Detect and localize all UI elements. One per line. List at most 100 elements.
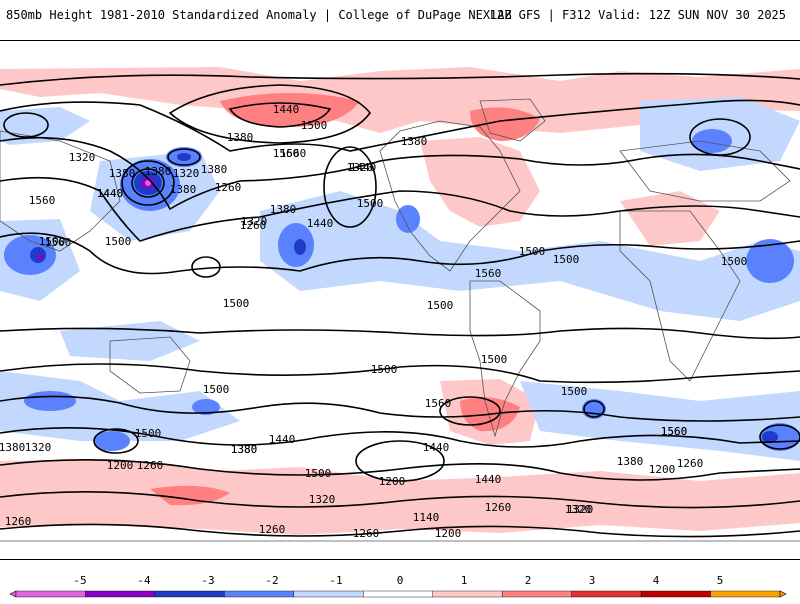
anomaly-region (762, 431, 778, 443)
colorbar-segment (85, 590, 156, 598)
colorbar-end-right (779, 590, 787, 598)
map-title: 850mb Height 1981-2010 Standardized Anom… (6, 8, 512, 22)
colorbar-tick-label: 1 (461, 574, 468, 587)
anomaly-region (0, 107, 90, 145)
contour-label: 1500 (481, 353, 508, 366)
contour-line (93, 428, 139, 454)
colorbar-ticks: -5 -4 -3 -2 -1 0 1 2 3 4 5 (73, 574, 723, 587)
colorbar-segment (710, 590, 781, 598)
contour-label: 1260 (137, 459, 164, 472)
contour-line (0, 99, 800, 152)
contour-label: 1440 (475, 473, 502, 486)
contour-label: 1440 (273, 103, 300, 116)
contour-label: 1260 (353, 527, 380, 540)
contour-label: 1380 (201, 163, 228, 176)
contour-label: 1560 (280, 147, 307, 160)
contour-line (355, 440, 445, 482)
colorbar: -5 -4 -3 -2 -1 0 1 2 3 4 5 (0, 572, 800, 600)
anomaly-region (582, 399, 606, 419)
contour-label: 1560 (475, 267, 502, 280)
contour-label: 1320 (69, 151, 96, 164)
anomaly-region (692, 129, 732, 153)
colorbar-tick-label: -4 (137, 574, 151, 587)
contour-label: 1560 (45, 236, 72, 249)
contour-line (583, 400, 605, 418)
contour-line (0, 491, 800, 509)
anomaly-region (192, 399, 220, 415)
colorbar-tick-label: 2 (525, 574, 532, 587)
colorbar-tick-label: 0 (397, 574, 404, 587)
coastline-north-america (379, 120, 521, 272)
contour-label: 1320 (347, 161, 374, 174)
contour-label: 1320 (241, 215, 268, 228)
colorbar-tick-label: 5 (717, 574, 724, 587)
contour-line (439, 396, 501, 426)
contour-label: 1260 (240, 219, 267, 232)
contour-label: 1380 (109, 167, 136, 180)
anomaly-region (94, 431, 130, 451)
contour-line (168, 84, 371, 144)
contour-label: 1380 (617, 455, 644, 468)
coastline-greenland (479, 98, 546, 142)
colorbar-segment (640, 590, 711, 598)
contour-line (3, 112, 49, 138)
contour-label: 1440 (97, 187, 124, 200)
contour-label: 1440 (423, 441, 450, 454)
negative-anomaly-layer (0, 97, 800, 461)
map-panel: 1440 1500 1560 1380 1320 1380 1440 1320 1380 1320… (0, 40, 800, 560)
contour-label: 1500 (39, 235, 66, 248)
contour-label: 1380 (231, 443, 258, 456)
anomaly-region (396, 205, 420, 233)
anomaly-region (37, 254, 43, 260)
contour-label: 1380 (170, 183, 197, 196)
anomaly-region (294, 239, 306, 255)
run-info: 12Z GFS | F312 Valid: 12Z SUN NOV 30 202… (489, 8, 786, 22)
contour-label: 1320 (309, 493, 336, 506)
anomaly-region (220, 93, 360, 128)
contour-line (0, 523, 800, 538)
contour-label: 1260 (5, 515, 32, 528)
contour-label: 1380 (231, 443, 258, 456)
contour-label: 1560 (661, 425, 688, 438)
contour-label: 1320 (567, 503, 594, 516)
contour-label: 1500 (357, 197, 384, 210)
height-contours-layer (0, 72, 800, 538)
colorbar-segment (571, 590, 642, 598)
contour-label: 1200 (379, 475, 406, 488)
colorbar-tick-label: 4 (653, 574, 660, 587)
contour-line (0, 136, 800, 211)
contour-label: 1260 (215, 181, 242, 194)
contour-label: 1320 (25, 441, 52, 454)
contour-label: 1380 (0, 441, 25, 454)
contour-label: 1440 (269, 433, 296, 446)
colorbar-segment (501, 590, 572, 598)
contour-line (0, 327, 800, 340)
coastline-australia (109, 336, 191, 394)
contour-label: 1260 (485, 501, 512, 514)
contour-line (0, 176, 800, 242)
contour-label: 1380 (227, 131, 254, 144)
anomaly-region (470, 107, 540, 141)
contour-label: 1380 (145, 165, 172, 178)
colorbar-tick-label: -2 (265, 574, 278, 587)
contour-line (191, 256, 221, 278)
colorbar-segment (224, 590, 295, 598)
contour-line (0, 72, 800, 86)
map-header: 850mb Height 1981-2010 Standardized Anom… (0, 0, 800, 30)
contour-line (131, 168, 165, 198)
coastline-asia-east (0, 130, 121, 252)
contour-line (759, 424, 800, 450)
contour-label: 1260 (259, 523, 286, 536)
contour-line (228, 102, 332, 128)
contour-label: 1140 (413, 511, 440, 524)
contour-label: 1500 (301, 119, 328, 132)
contour-line (0, 363, 800, 384)
coastline-africa (619, 210, 741, 382)
contour-label: 1500 (553, 253, 580, 266)
coastlines-layer (0, 98, 800, 542)
colorbar-tick-label: 3 (589, 574, 596, 587)
colorbar-segment (293, 590, 364, 598)
contour-label: 1380 (270, 203, 297, 216)
contour-label: 1560 (29, 194, 56, 207)
